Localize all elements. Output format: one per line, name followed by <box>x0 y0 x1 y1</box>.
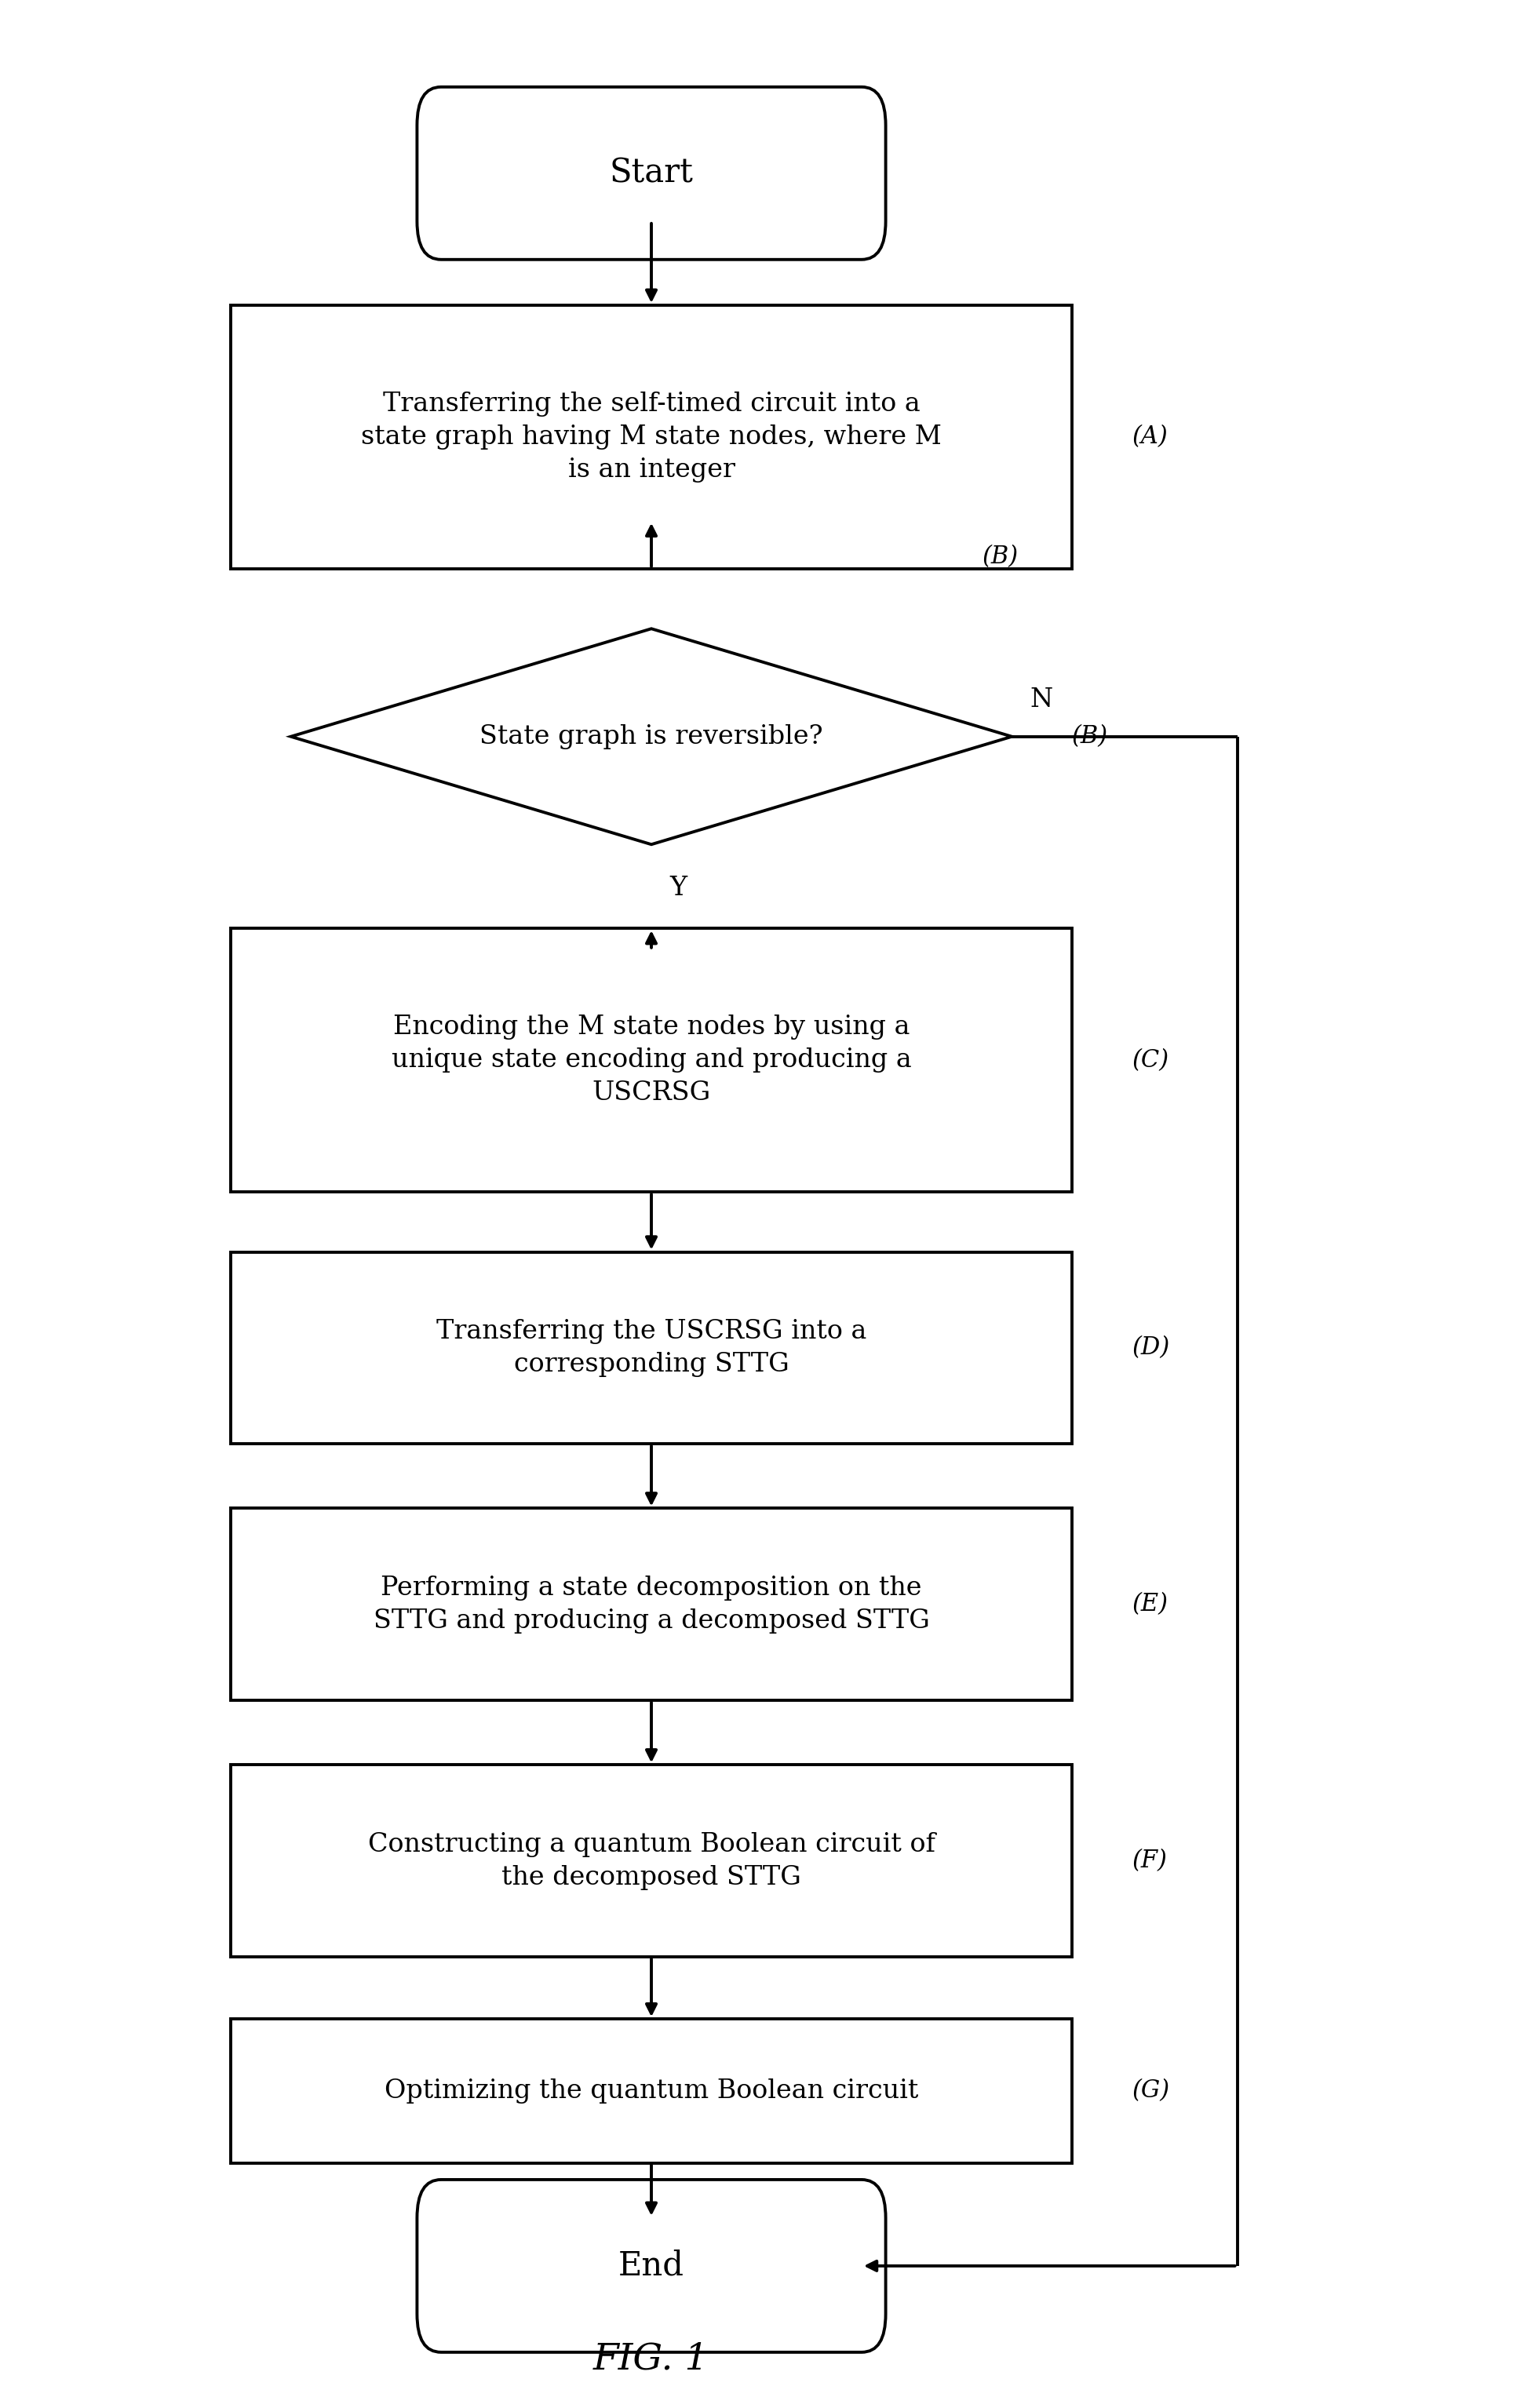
Text: (D): (D) <box>1132 1336 1170 1361</box>
Bar <box>231 929 1071 1192</box>
Text: Transferring the self-timed circuit into a
state graph having M state nodes, whe: Transferring the self-timed circuit into… <box>362 393 941 482</box>
Text: Encoding the M state nodes by using a
unique state encoding and producing a
USCR: Encoding the M state nodes by using a un… <box>392 1014 911 1105</box>
Bar <box>231 1252 1071 1445</box>
FancyBboxPatch shape <box>418 87 885 260</box>
Text: Constructing a quantum Boolean circuit of
the decomposed STTG: Constructing a quantum Boolean circuit o… <box>368 1832 935 1890</box>
Polygon shape <box>290 628 1012 845</box>
Bar <box>231 1507 1071 1700</box>
Text: FIG. 1: FIG. 1 <box>593 2341 710 2377</box>
Text: State graph is reversible?: State graph is reversible? <box>480 725 823 749</box>
Text: (F): (F) <box>1132 1849 1167 1873</box>
Text: End: End <box>619 2249 684 2283</box>
Text: (A): (A) <box>1132 424 1168 448</box>
Text: (B): (B) <box>1071 725 1108 749</box>
FancyBboxPatch shape <box>418 2179 885 2353</box>
Text: Optimizing the quantum Boolean circuit: Optimizing the quantum Boolean circuit <box>384 2078 918 2105</box>
Text: Transferring the USCRSG into a
corresponding STTG: Transferring the USCRSG into a correspon… <box>436 1320 867 1377</box>
Text: Y: Y <box>669 877 687 901</box>
Bar <box>231 306 1071 568</box>
Text: Performing a state decomposition on the
STTG and producing a decomposed STTG: Performing a state decomposition on the … <box>374 1575 929 1633</box>
Text: (G): (G) <box>1132 2078 1170 2102</box>
Text: Start: Start <box>610 157 693 190</box>
Text: (C): (C) <box>1132 1047 1170 1072</box>
Text: N: N <box>1030 689 1053 713</box>
Bar <box>231 2018 1071 2162</box>
Text: (E): (E) <box>1132 1592 1168 1616</box>
Text: (B): (B) <box>982 544 1018 568</box>
Bar <box>231 1765 1071 1958</box>
